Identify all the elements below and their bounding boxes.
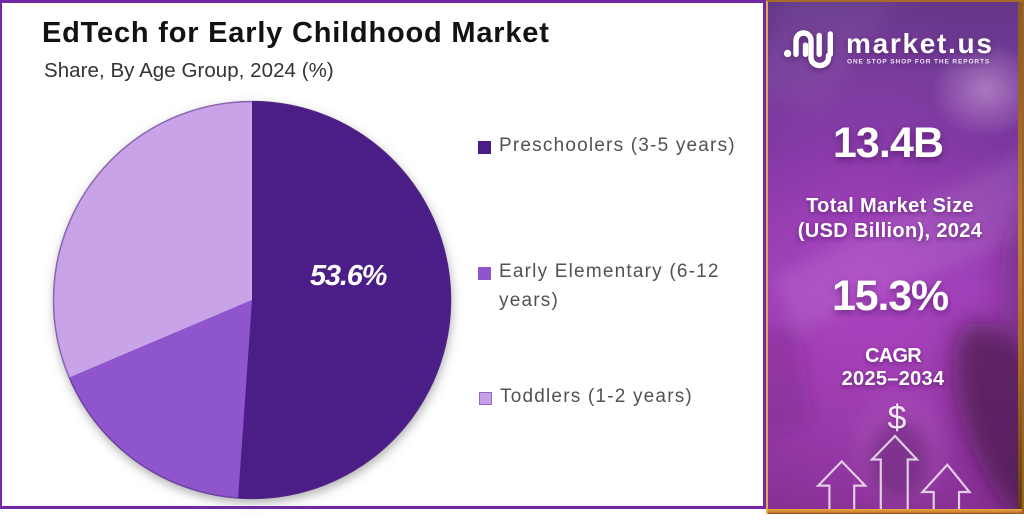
svg-text:market.us: market.us — [846, 28, 994, 59]
svg-text:ONE STOP SHOP FOR THE REPORTS: ONE STOP SHOP FOR THE REPORTS — [847, 59, 990, 66]
